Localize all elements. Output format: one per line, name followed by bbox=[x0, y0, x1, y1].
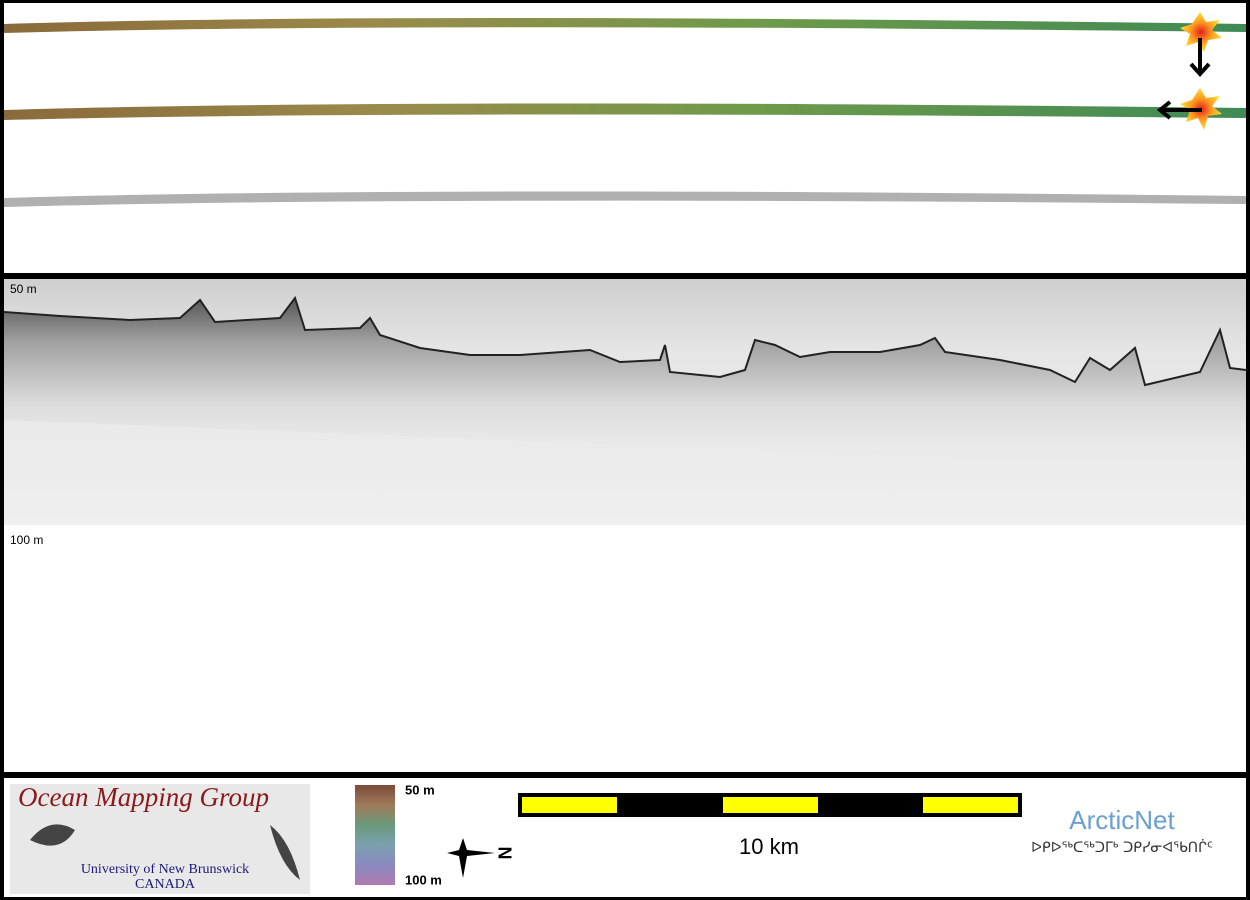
arcticnet-logo: ArcticNet bbox=[1069, 805, 1175, 835]
omg-country: CANADA bbox=[135, 877, 196, 892]
depth-label: 100 m bbox=[10, 533, 43, 547]
seafloor-line bbox=[3, 295, 1247, 387]
omg-title: Ocean Mapping Group bbox=[18, 782, 269, 812]
logo-icon bbox=[30, 824, 300, 880]
direction-arrow bbox=[1189, 38, 1211, 77]
map-panel bbox=[4, 3, 1246, 273]
color-scale-label: 100 m bbox=[405, 872, 442, 887]
omg-university: University of New Brunswick bbox=[81, 862, 249, 877]
arcticnet-inuktitut: ᐅᑭᐅᖅᑕᖅᑐᒥᒃ ᑐᑭᓯᓂᐊᖃᑎᒌᑦ bbox=[1031, 839, 1213, 856]
swath-strip bbox=[4, 103, 1246, 120]
scale-bar-segment bbox=[923, 797, 1018, 813]
color-scale-label: 50 m bbox=[405, 782, 435, 797]
scale-bar-label: 10 km bbox=[739, 834, 799, 859]
north-label: N bbox=[494, 847, 514, 860]
swath-strip bbox=[4, 18, 1246, 33]
direction-arrow bbox=[1156, 100, 1202, 120]
sub-bottom-echo bbox=[4, 298, 1246, 470]
color-scale bbox=[355, 785, 395, 885]
scale-bar-segment bbox=[723, 797, 818, 813]
position-marker bbox=[1180, 12, 1222, 52]
depth-label: 50 m bbox=[10, 282, 37, 296]
scale-bar-segment bbox=[522, 797, 617, 813]
backscatter-strip bbox=[4, 191, 1246, 207]
profile-empty bbox=[4, 525, 1246, 772]
